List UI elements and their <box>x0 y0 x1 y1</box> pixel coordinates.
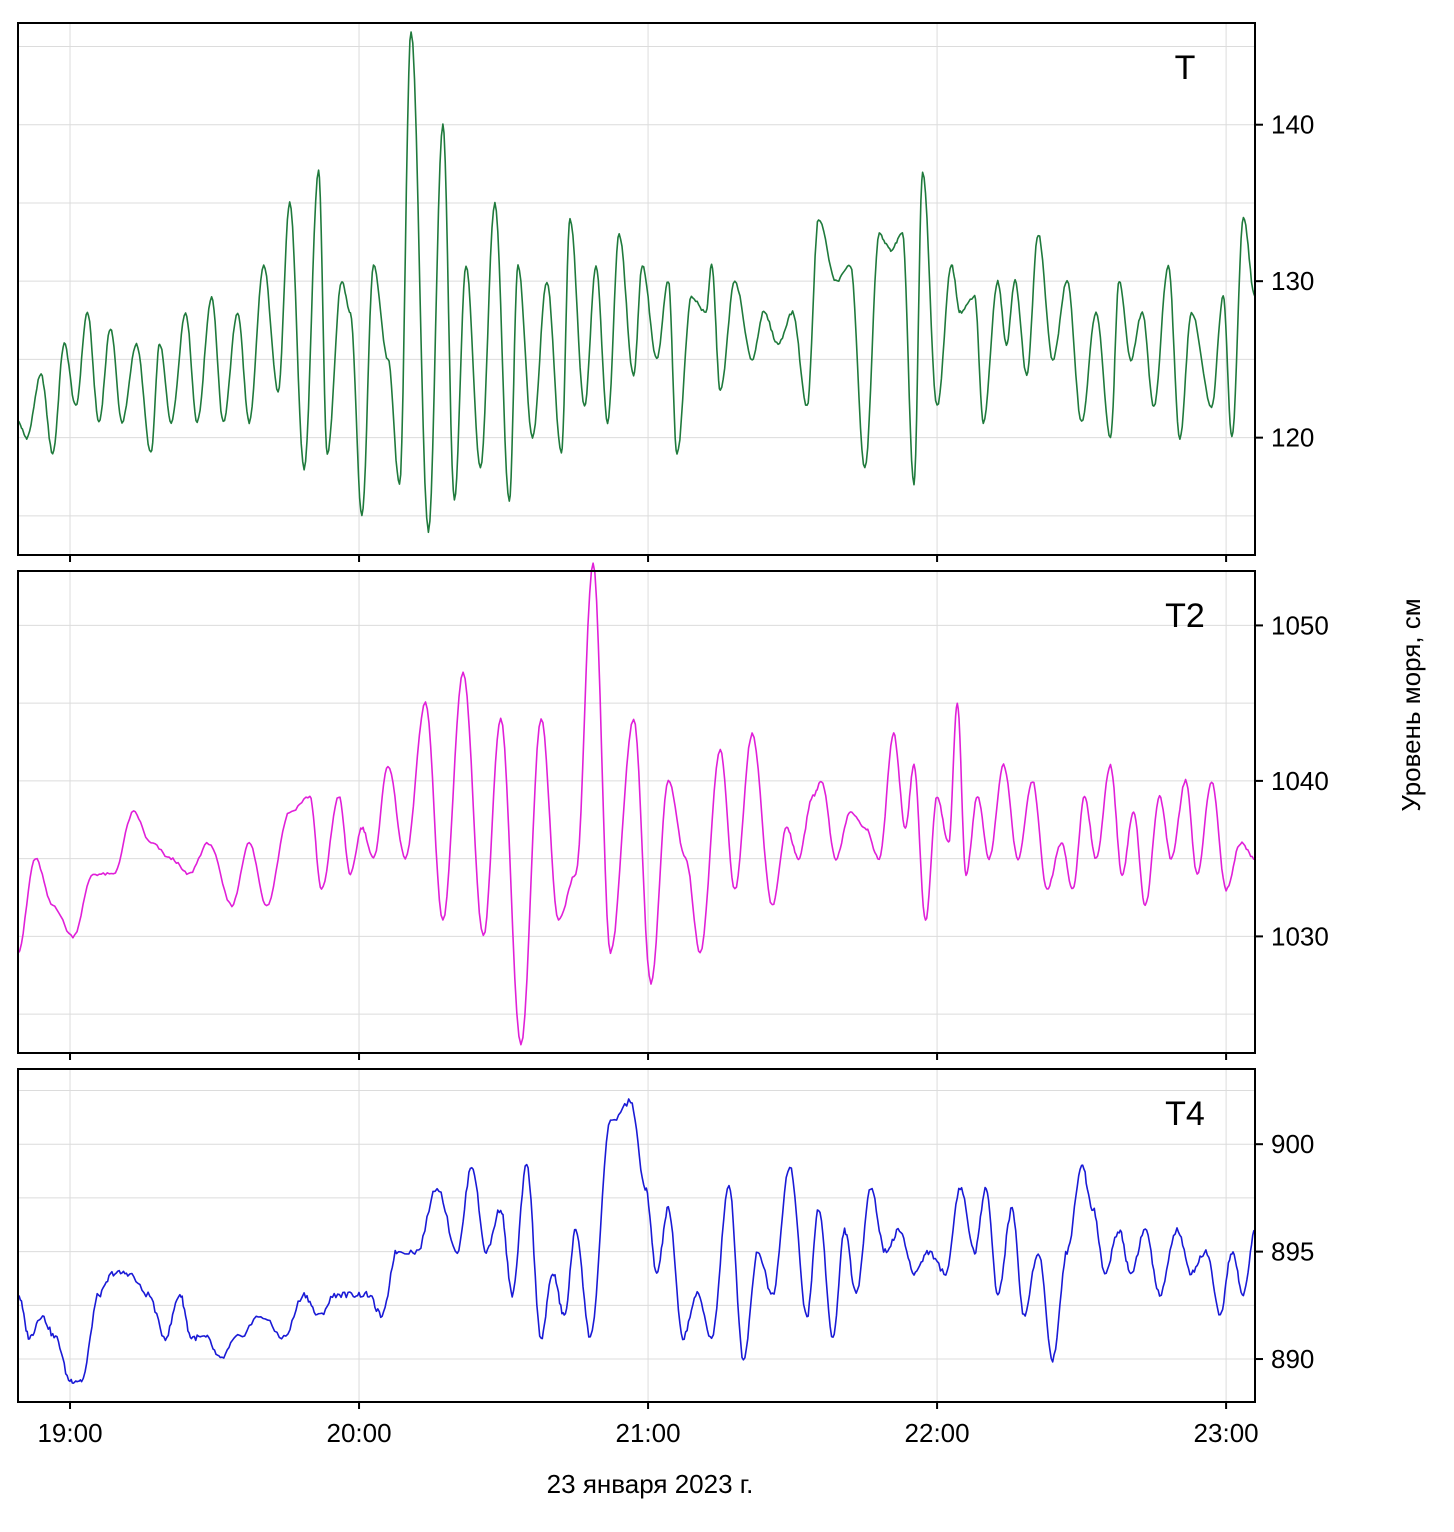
panel-label: T2 <box>1165 597 1205 635</box>
panel-frame <box>17 570 1256 1054</box>
y-tick-label: 890 <box>1271 1344 1314 1374</box>
label-layer: 120 130 140 T 1030 1040 1050 T2 890 895 900 T4 19:00… <box>37 49 1328 1448</box>
panel-label: T4 <box>1165 1095 1205 1133</box>
y-tick-label: 1050 <box>1271 610 1329 640</box>
grid-layer <box>18 23 1255 1402</box>
panel-frame <box>17 1068 1256 1403</box>
x-tick-label: 23:00 <box>1194 1418 1259 1448</box>
series-layer <box>17 31 1256 1384</box>
x-tick-label: 21:00 <box>616 1418 681 1448</box>
y-tick-label: 120 <box>1271 423 1314 453</box>
y-tick-label: 140 <box>1271 110 1314 140</box>
series-line-t <box>17 31 1256 534</box>
panel-frame <box>17 22 1256 556</box>
y-tick-label: 1040 <box>1271 766 1329 796</box>
y-tick-label: 1030 <box>1271 921 1329 951</box>
panel-label: T <box>1175 49 1196 87</box>
y-tick-label: 900 <box>1271 1129 1314 1159</box>
series-line-t4 <box>17 1098 1256 1384</box>
x-tick-label: 20:00 <box>327 1418 392 1448</box>
y-tick-label: 130 <box>1271 266 1314 296</box>
y-axis-title: Уровень моря, см <box>1396 598 1426 811</box>
series-line-t2 <box>17 562 1256 1046</box>
x-tick-label: 22:00 <box>905 1418 970 1448</box>
frame-layer <box>17 22 1263 1409</box>
y-tick-label: 895 <box>1271 1237 1314 1267</box>
x-axis-title: 23 января 2023 г. <box>547 1469 754 1499</box>
x-tick-label: 19:00 <box>37 1418 102 1448</box>
